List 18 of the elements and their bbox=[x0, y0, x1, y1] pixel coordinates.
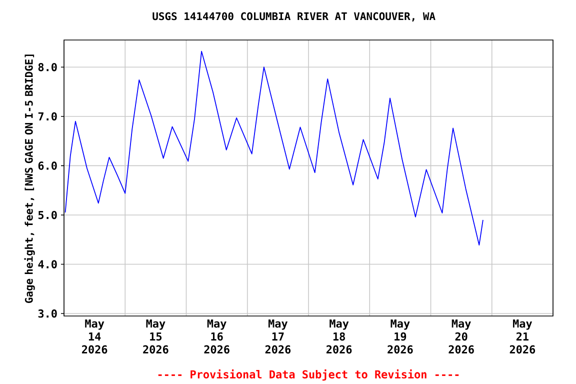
x-tick-label: May 20 2026 bbox=[448, 320, 474, 354]
x-tick-label: May 19 2026 bbox=[388, 320, 413, 354]
x-tick-label: May 15 2026 bbox=[143, 320, 168, 354]
x-tick-label: May 17 2026 bbox=[265, 320, 291, 354]
x-tick-label: May 18 2026 bbox=[326, 320, 352, 354]
y-axis-title: Gage height, feet, [NWS GAGE ON I-5 BRIDGE] bbox=[24, 54, 35, 303]
x-tick-label: May 14 2026 bbox=[82, 320, 108, 354]
line-series bbox=[64, 50, 484, 246]
y-tick-label: 3.0 bbox=[38, 309, 57, 318]
y-tick-label: 8.0 bbox=[38, 62, 57, 72]
y-tick-label: 4.0 bbox=[38, 260, 57, 268]
y-tick-label: 5.0 bbox=[38, 210, 57, 220]
chart-title: USGS 14144700 COLUMBIA RIVER AT VANCOUVER, WA bbox=[152, 12, 436, 22]
y-tick-label: 7.0 bbox=[38, 112, 57, 121]
y-tick-label: 6.0 bbox=[38, 162, 57, 170]
x-tick-label: May 16 2026 bbox=[204, 320, 230, 354]
x-tick-label: May 21 2026 bbox=[510, 320, 536, 354]
text: ---- Provisional Data Subject to Revision ---- bbox=[158, 369, 459, 381]
